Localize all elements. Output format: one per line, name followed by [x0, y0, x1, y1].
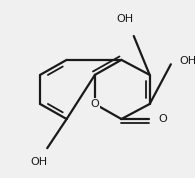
Text: O: O: [90, 99, 99, 109]
Text: OH: OH: [116, 14, 134, 24]
Text: O: O: [159, 114, 167, 124]
Text: OH: OH: [31, 157, 48, 167]
Text: OH: OH: [180, 56, 195, 66]
